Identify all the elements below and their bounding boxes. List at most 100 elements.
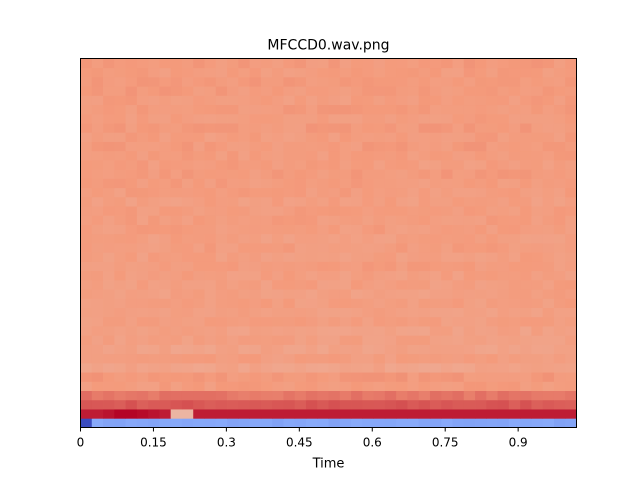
heatmap-cell — [159, 362, 172, 373]
heatmap-cell — [542, 187, 555, 198]
heatmap-cell — [294, 409, 307, 419]
heatmap-cell — [283, 289, 296, 299]
heatmap-cell — [170, 261, 183, 272]
heatmap-cell — [520, 187, 532, 198]
heatmap-cell — [328, 390, 341, 401]
heatmap-cell — [136, 233, 149, 244]
heatmap-cell — [283, 178, 296, 189]
heatmap-cell — [193, 243, 205, 253]
heatmap-cell — [565, 261, 577, 272]
heatmap-cell — [260, 132, 273, 142]
heatmap-cell — [215, 316, 228, 327]
heatmap-cell — [531, 390, 544, 401]
heatmap-cell — [351, 362, 363, 373]
heatmap-cell — [384, 418, 397, 428]
heatmap-cell — [396, 187, 408, 198]
heatmap-cell — [238, 159, 250, 170]
heatmap-cell — [215, 196, 228, 207]
heatmap-cell — [351, 399, 363, 410]
heatmap-cell — [339, 233, 352, 244]
heatmap-cell — [396, 196, 408, 207]
heatmap-cell — [553, 141, 566, 152]
heatmap-cell — [508, 418, 521, 428]
heatmap-cell — [520, 261, 532, 272]
heatmap-cell — [339, 279, 352, 290]
heatmap-cell — [429, 335, 442, 345]
heatmap-cell — [159, 67, 172, 78]
heatmap-cell — [565, 252, 577, 262]
heatmap-cell — [373, 381, 386, 392]
heatmap-cell — [148, 261, 160, 272]
heatmap-cell — [565, 67, 577, 78]
heatmap-cell — [170, 104, 183, 115]
heatmap-cell — [475, 390, 487, 401]
heatmap-cell — [441, 326, 453, 336]
heatmap-cell — [148, 289, 160, 299]
heatmap-cell — [125, 132, 138, 142]
heatmap-cell — [362, 76, 374, 87]
heatmap-cell — [227, 344, 239, 355]
heatmap-cell — [103, 159, 115, 170]
heatmap-cell — [497, 418, 510, 428]
heatmap-cell — [429, 159, 442, 170]
heatmap-cell — [114, 187, 126, 198]
heatmap-cell — [215, 58, 228, 69]
heatmap-cell — [486, 104, 498, 115]
heatmap-cell — [362, 215, 374, 225]
heatmap-cell — [429, 418, 442, 428]
heatmap-cell — [204, 104, 217, 115]
heatmap-cell — [384, 307, 397, 318]
heatmap-cell — [238, 353, 250, 364]
heatmap-cell — [193, 353, 205, 364]
heatmap-cell — [215, 270, 228, 281]
heatmap-cell — [384, 150, 397, 161]
heatmap-cell — [283, 409, 296, 419]
heatmap-cell — [452, 353, 465, 364]
heatmap-cell — [418, 335, 431, 345]
heatmap-cell — [463, 307, 476, 318]
heatmap-cell — [553, 113, 566, 124]
heatmap-cell — [227, 335, 239, 345]
heatmap-cell — [384, 362, 397, 373]
heatmap-cell — [294, 279, 307, 290]
heatmap-cell — [193, 76, 205, 87]
heatmap-cell — [294, 132, 307, 142]
x-axis-label: Time — [312, 457, 345, 472]
heatmap-cell — [181, 150, 194, 161]
heatmap-cell — [542, 270, 555, 281]
x-tick-label: 0.9 — [509, 436, 528, 450]
heatmap-cell — [475, 206, 487, 216]
heatmap-cell — [373, 252, 386, 262]
heatmap-cell — [396, 326, 408, 336]
heatmap-cell — [272, 95, 284, 106]
heatmap-cell — [227, 206, 239, 216]
heatmap-cell — [565, 298, 577, 308]
heatmap-cell — [441, 104, 453, 115]
heatmap-cell — [328, 243, 341, 253]
heatmap-cell — [136, 399, 149, 410]
heatmap-cell — [373, 335, 386, 345]
heatmap-cell — [317, 418, 329, 428]
heatmap-cell — [114, 381, 126, 392]
heatmap-cell — [475, 307, 487, 318]
heatmap-cell — [384, 132, 397, 142]
heatmap-cell — [497, 335, 510, 345]
heatmap-cell — [148, 132, 160, 142]
heatmap-cell — [103, 409, 115, 419]
heatmap-cell — [542, 104, 555, 115]
heatmap-cell — [328, 252, 341, 262]
heatmap-cell — [305, 187, 318, 198]
heatmap-cell — [362, 399, 374, 410]
heatmap-cell — [80, 196, 93, 207]
heatmap-cell — [508, 132, 521, 142]
heatmap-cell — [384, 252, 397, 262]
heatmap-cell — [553, 409, 566, 419]
heatmap-cell — [91, 159, 104, 170]
heatmap-cell — [193, 206, 205, 216]
heatmap-cell — [215, 307, 228, 318]
heatmap-cell — [475, 233, 487, 244]
heatmap-cell — [103, 123, 115, 133]
heatmap-cell — [463, 150, 476, 161]
heatmap-cell — [159, 215, 172, 225]
heatmap-cell — [204, 159, 217, 170]
